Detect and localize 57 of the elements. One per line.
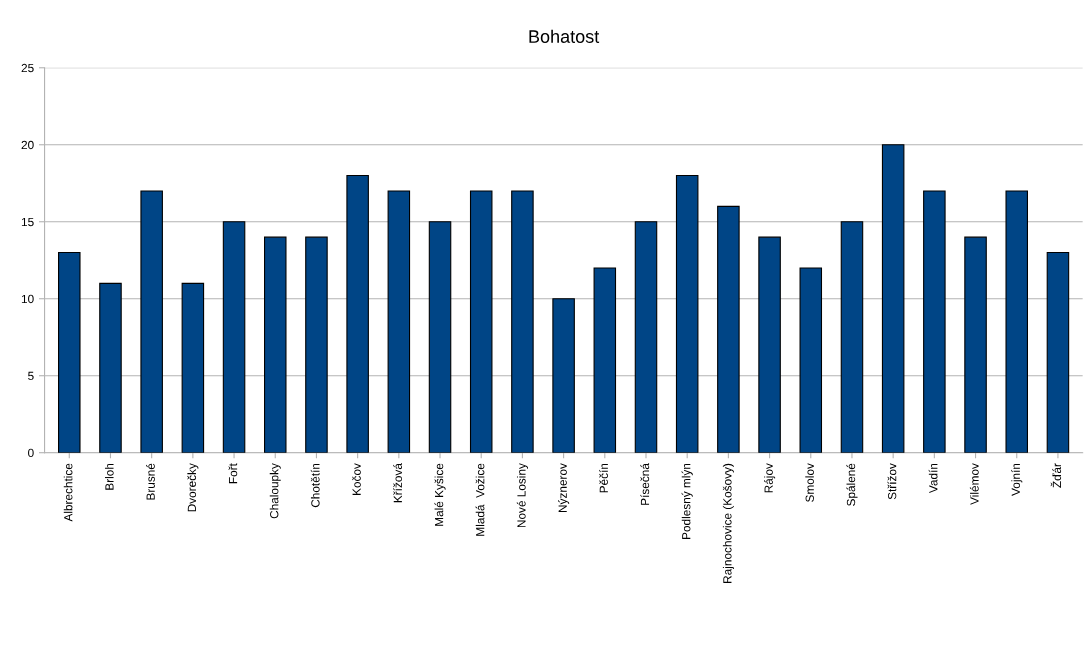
bar [222, 221, 246, 453]
x-tick-label: Křížová [393, 463, 402, 503]
bar [717, 205, 740, 453]
x-tick-label: Chotětín [310, 463, 320, 508]
x-tick-label: Vilémov [969, 463, 979, 505]
bar [758, 236, 781, 453]
x-tick-label: Brloh [104, 463, 114, 490]
bar [675, 174, 699, 453]
x-tick-label: Smolov [805, 463, 814, 502]
x-tick-label: Dvorečky [187, 463, 199, 512]
y-tick-label: 15 [21, 217, 34, 227]
bar [263, 236, 287, 453]
x-tick-label: Písečná [640, 463, 650, 505]
x-tick-label: Rajnochovice (Košovy) [722, 463, 734, 583]
bar [593, 267, 617, 453]
bar [881, 144, 905, 453]
bar [964, 236, 987, 453]
x-tick-label: Vadín [928, 463, 938, 494]
y-tick-label: 20 [21, 140, 34, 150]
x-tick-label: Pěčín [599, 463, 608, 493]
x-tick-label: Mladá Vožice [475, 463, 485, 536]
x-tick-label: Malé Kyšice [434, 463, 446, 526]
x-tick-label: Podlesný mlýn [681, 463, 693, 539]
chart-title: Bohatost [529, 29, 600, 43]
bar [511, 190, 534, 453]
y-tick-label: 10 [21, 294, 34, 304]
x-tick-label: Střížov [887, 463, 897, 500]
bar [840, 221, 864, 453]
bar [140, 190, 163, 453]
x-tick-label: Žďár [1050, 463, 1062, 488]
bar [1005, 190, 1029, 453]
x-tick-label: Kočov [352, 463, 361, 495]
bar [799, 267, 823, 453]
bar [634, 221, 658, 453]
x-tick-label: Brusné [146, 463, 155, 500]
x-tick-label: Vojnín [1011, 463, 1023, 496]
bar [428, 221, 452, 453]
bar [305, 236, 328, 453]
bar [923, 190, 946, 453]
bar [469, 190, 493, 453]
bar [387, 190, 411, 453]
x-tick-label: Nýznerov [558, 463, 570, 513]
bar [58, 251, 81, 453]
bar [181, 282, 205, 453]
x-tick-label: Spálené [846, 463, 858, 506]
x-tick-label: Albrechtice [63, 463, 73, 522]
bar [99, 282, 122, 453]
y-tick-label: 0 [28, 448, 34, 458]
bar [1046, 251, 1070, 453]
bar [346, 174, 369, 453]
x-tick-label: Fořt [228, 463, 238, 484]
bar [552, 298, 575, 453]
y-tick-label: 5 [28, 371, 34, 381]
x-tick-label: Rájov [764, 463, 776, 493]
x-tick-label: Nové Losiny [516, 463, 528, 528]
y-tick-label: 25 [21, 63, 34, 73]
x-tick-label: Chaloupky [269, 463, 281, 519]
